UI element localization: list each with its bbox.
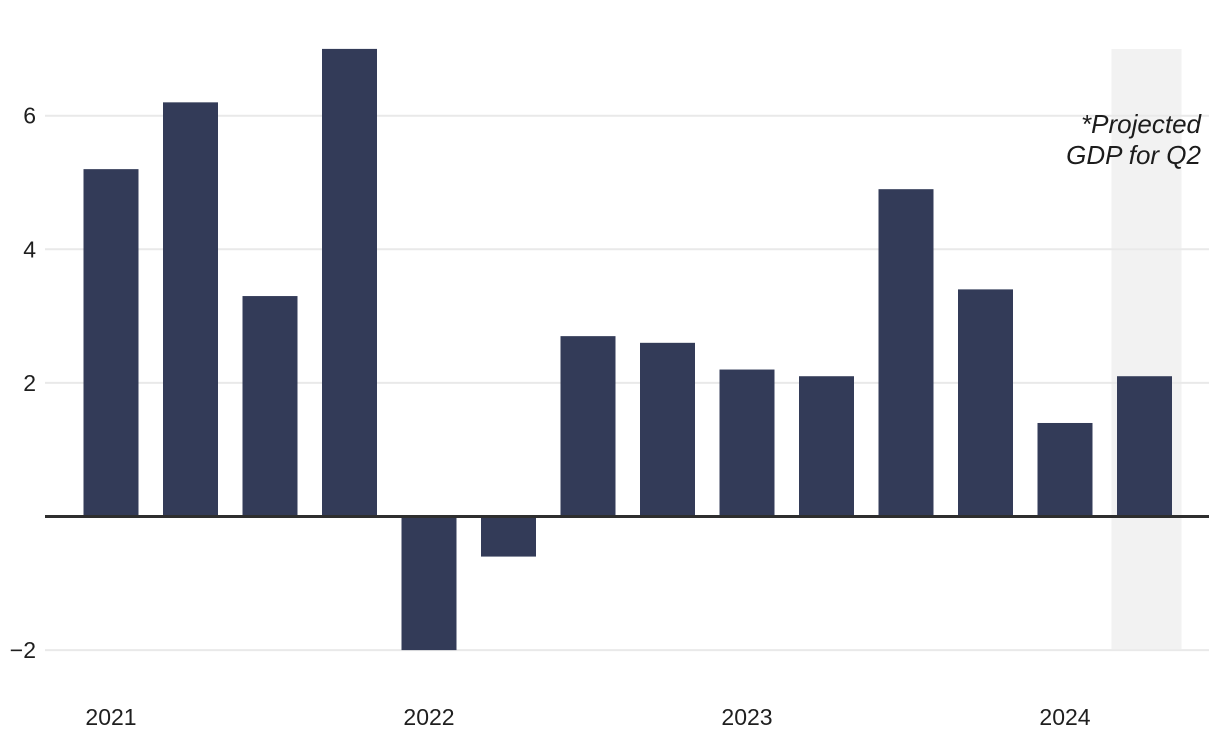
bar-2023-q3	[878, 189, 934, 517]
projected-annotation: *Projected GDP for Q2	[1066, 109, 1201, 171]
projected-highlight-band	[1111, 49, 1182, 649]
bar-2021-q4	[322, 48, 377, 517]
bar-2023-q4	[958, 289, 1013, 517]
x-year-label-2023: 2023	[721, 704, 772, 730]
bar-2023-q1	[719, 369, 775, 517]
x-year-label-2021: 2021	[85, 704, 136, 730]
bar-2022-q2	[481, 516, 536, 557]
bar-2023-q2	[799, 376, 854, 517]
y-tick-label--2: −2	[10, 637, 36, 663]
bar-2024-q2	[1117, 376, 1172, 517]
y-tick-label-2: 2	[23, 370, 36, 396]
bar-2022-q1	[401, 516, 457, 651]
x-year-label-2022: 2022	[403, 704, 454, 730]
x-year-label-2024: 2024	[1039, 704, 1090, 730]
bar-2021-q3	[242, 296, 298, 517]
bar-2022-q3	[560, 336, 616, 517]
projected-annotation-line1: *Projected	[1081, 109, 1201, 139]
bar-2021-q2	[163, 102, 218, 517]
y-tick-label-6: 6	[23, 103, 36, 129]
bar-2022-q4	[640, 342, 695, 517]
bar-2021-q1	[83, 169, 139, 517]
projected-annotation-line2: GDP for Q2	[1066, 140, 1201, 171]
y-tick-label-4: 4	[23, 236, 36, 262]
bar-2024-q1	[1037, 422, 1093, 517]
